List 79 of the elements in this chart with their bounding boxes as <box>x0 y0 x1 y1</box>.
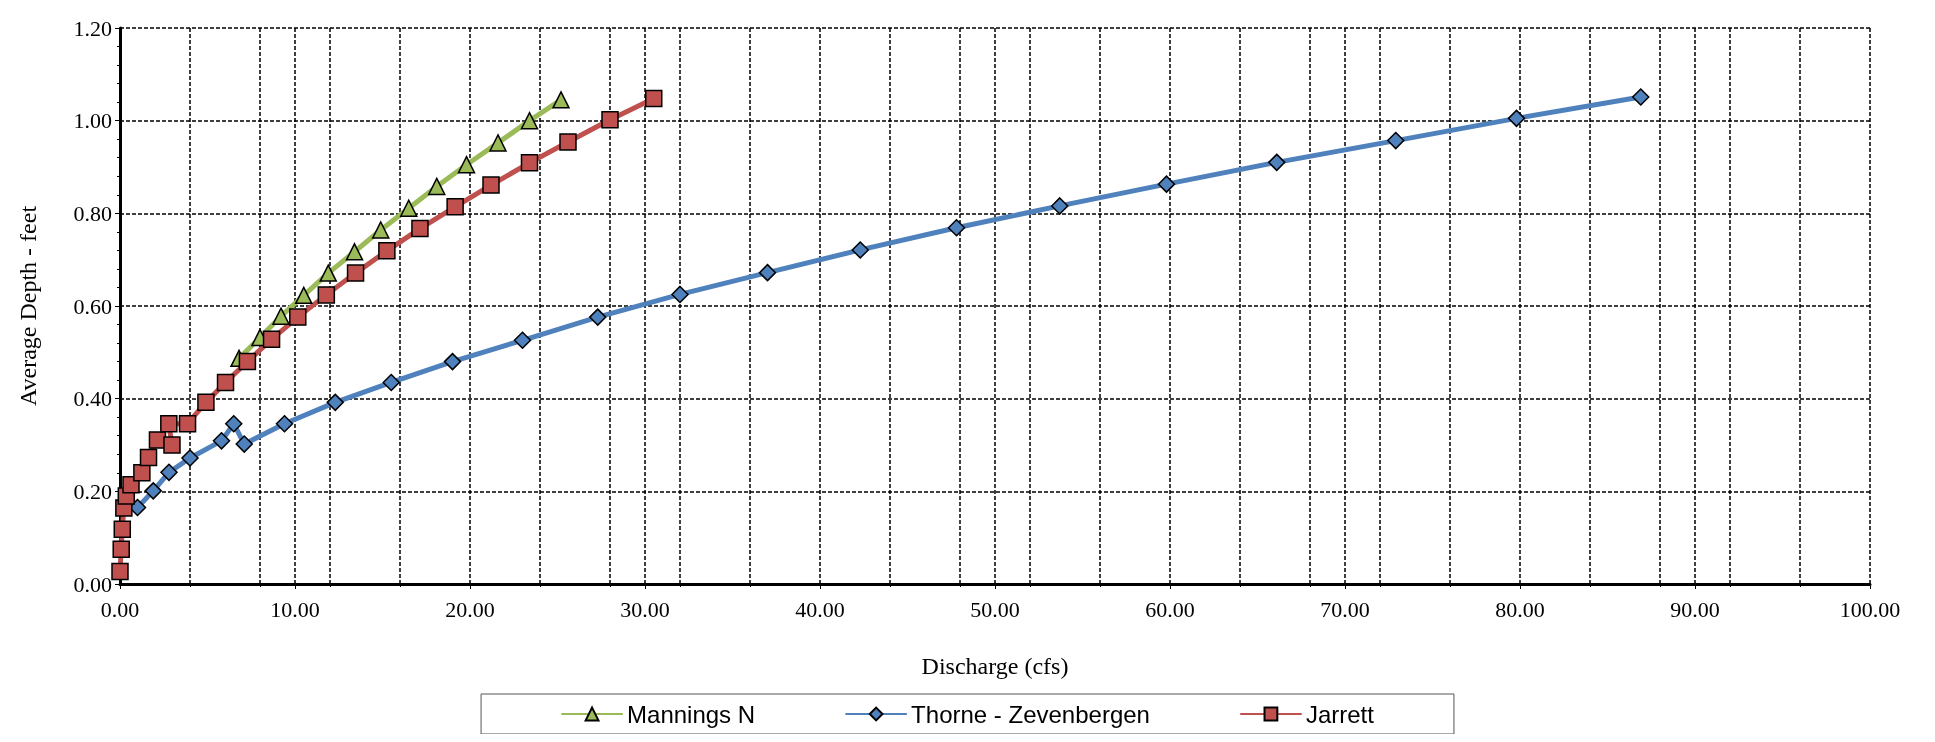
point <box>520 111 539 130</box>
point <box>111 562 129 581</box>
point <box>1268 153 1286 172</box>
point <box>489 134 507 152</box>
y-tick-label: 0.60 <box>73 293 112 319</box>
point <box>482 176 500 194</box>
point <box>317 286 336 304</box>
point <box>400 199 418 217</box>
x-tick-label: 0.00 <box>100 596 140 622</box>
point <box>446 198 464 216</box>
point <box>216 373 235 392</box>
point <box>428 177 446 196</box>
y-tick-label: 0.40 <box>73 386 112 412</box>
legend-label: Mannings N <box>627 700 756 728</box>
point <box>513 331 532 350</box>
point <box>144 482 162 500</box>
x-tick-label: 100.00 <box>1839 596 1901 622</box>
point <box>1051 197 1069 215</box>
point <box>160 463 178 482</box>
legend-label: Jarrett <box>1305 700 1375 728</box>
point <box>197 393 215 412</box>
point <box>671 285 689 304</box>
point <box>212 432 231 450</box>
point <box>443 352 462 371</box>
point <box>457 155 476 174</box>
x-tick-label: 60.00 <box>1145 596 1195 622</box>
point <box>295 286 313 305</box>
y-tick-label: 0.00 <box>73 571 112 597</box>
point <box>601 110 619 129</box>
y-tick-label: 0.20 <box>73 478 112 504</box>
point <box>235 435 253 453</box>
point <box>112 540 130 558</box>
point <box>645 89 663 108</box>
point <box>947 218 966 237</box>
point <box>1387 131 1405 150</box>
point <box>319 264 337 282</box>
point <box>225 414 243 433</box>
x-tick-label: 80.00 <box>1495 596 1545 622</box>
x-tick-label: 40.00 <box>795 596 845 622</box>
point <box>520 154 539 172</box>
point <box>139 448 158 467</box>
point <box>382 373 400 392</box>
point <box>589 308 607 326</box>
y-tick-label: 1.20 <box>73 15 112 41</box>
point <box>275 414 294 433</box>
x-tick-label: 70.00 <box>1320 596 1370 622</box>
point <box>289 308 307 326</box>
point <box>1632 88 1650 106</box>
point <box>133 464 151 482</box>
point <box>372 221 390 239</box>
x-tick-label: 90.00 <box>1670 596 1720 622</box>
point <box>559 133 577 151</box>
x-tick-label: 30.00 <box>620 596 670 622</box>
y-tick-label: 0.80 <box>73 200 112 226</box>
point <box>1157 175 1176 193</box>
point <box>552 91 570 109</box>
point <box>326 393 344 412</box>
point <box>238 352 257 371</box>
x-tick-label: 20.00 <box>445 596 495 622</box>
point <box>1507 109 1526 128</box>
point <box>181 449 199 467</box>
point <box>758 263 777 282</box>
point <box>178 414 197 433</box>
point <box>163 436 181 454</box>
point <box>851 241 869 259</box>
point <box>272 307 290 325</box>
point <box>411 219 429 238</box>
point <box>346 264 365 282</box>
point <box>113 520 132 539</box>
x-tick-label: 10.00 <box>270 596 320 622</box>
y-tick-label: 1.00 <box>73 108 112 134</box>
y-axis-title: Average Depth - feet <box>15 205 41 407</box>
point <box>262 330 281 349</box>
legend-label: Thorne - Zevenbergen <box>911 700 1150 728</box>
point <box>378 242 396 260</box>
point <box>345 243 364 261</box>
x-axis-title: Discharge (cfs) <box>921 653 1069 679</box>
point <box>160 414 178 433</box>
x-tick-label: 50.00 <box>970 596 1020 622</box>
